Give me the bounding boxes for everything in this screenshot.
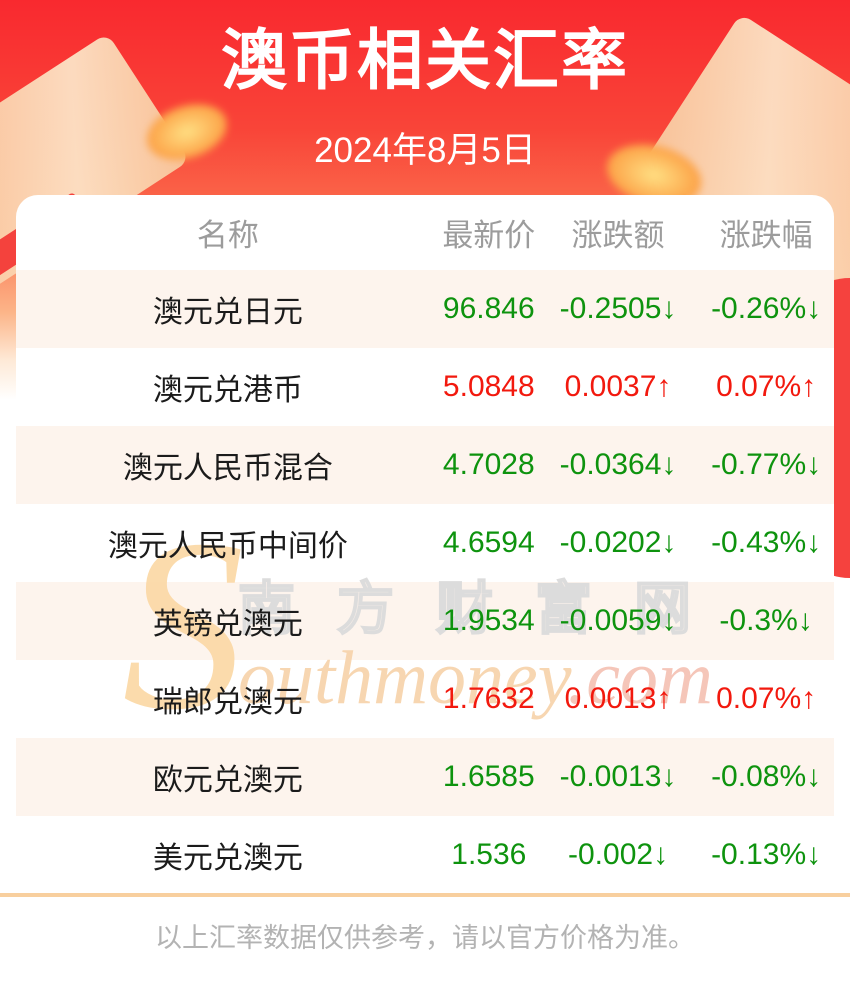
pair-name-cell: 美元兑澳元	[152, 842, 303, 875]
table-row: 瑞郎兑澳元 1.7632 0.0013↑ 0.07%↑	[16, 660, 834, 738]
table-row: 澳元人民币混合 4.7028 -0.0364↓ -0.77%↓	[16, 426, 834, 504]
change-pct-cell: -0.43%↓	[711, 526, 822, 559]
price-cell: 4.6594	[442, 526, 535, 559]
page-title: 澳币相关汇率	[221, 23, 629, 97]
table-header-row: 名称 最新价 涨跌额 涨跌幅	[16, 195, 834, 270]
change-cell: -0.0364↓	[559, 448, 677, 481]
change-cell: -0.2505↓	[559, 292, 677, 325]
change-pct-cell: -0.08%↓	[711, 760, 822, 793]
rates-card: S 南方财富网 outhmoney.com 名称 最新价 涨跌额 涨跌幅 澳元兑…	[16, 195, 834, 894]
row-stripes-background	[16, 270, 834, 894]
change-pct-cell: 0.07%↑	[716, 370, 817, 403]
exchange-rates-table: 名称 最新价 涨跌额 涨跌幅 澳元兑日元 96.846 -0.2505↓ -0.…	[16, 195, 834, 894]
price-cell: 1.9534	[442, 604, 535, 637]
pair-name-cell: 澳元人民币中间价	[107, 530, 348, 563]
pair-name-cell: 欧元兑澳元	[152, 764, 303, 797]
table-row: 澳元兑日元 96.846 -0.2505↓ -0.26%↓	[16, 270, 834, 348]
table-row: 英镑兑澳元 1.9534 -0.0059↓ -0.3%↓	[16, 582, 834, 660]
column-header-latest-price: 最新价	[442, 218, 536, 253]
price-cell: 5.0848	[442, 370, 535, 403]
change-pct-cell: -0.3%↓	[719, 604, 813, 637]
table-row: 欧元兑澳元 1.6585 -0.0013↓ -0.08%↓	[16, 738, 834, 816]
pair-name-cell: 瑞郎兑澳元	[152, 686, 303, 719]
table-row: 美元兑澳元 1.536 -0.002↓ -0.13%↓	[16, 816, 834, 894]
table-row: 澳元兑港币 5.0848 0.0037↑ 0.07%↑	[16, 348, 834, 426]
date-subtitle: 2024年8月5日	[314, 131, 536, 170]
change-pct-cell: -0.77%↓	[711, 448, 822, 481]
pair-name-cell: 澳元兑日元	[152, 296, 303, 329]
change-cell: -0.0059↓	[559, 604, 677, 637]
table-row: 澳元人民币中间价 4.6594 -0.0202↓ -0.43%↓	[16, 504, 834, 582]
change-cell: 0.0013↑	[564, 682, 672, 715]
price-cell: 96.846	[442, 292, 535, 325]
price-cell: 1.6585	[442, 760, 535, 793]
change-cell: -0.0013↓	[559, 760, 677, 793]
column-header-change-amount: 涨跌额	[571, 218, 665, 253]
price-cell: 1.7632	[442, 682, 535, 715]
column-header-change-percent: 涨跌幅	[719, 218, 813, 253]
footer-divider	[0, 893, 850, 897]
pair-name-cell: 澳元人民币混合	[122, 452, 333, 485]
change-cell: -0.0202↓	[559, 526, 677, 559]
change-pct-cell: 0.07%↑	[716, 682, 817, 715]
pair-name-cell: 英镑兑澳元	[152, 608, 303, 641]
change-pct-cell: -0.26%↓	[711, 292, 822, 325]
change-cell: 0.0037↑	[564, 370, 672, 403]
price-cell: 1.536	[451, 838, 527, 871]
change-cell: -0.002↓	[568, 838, 669, 871]
column-header-name: 名称	[196, 218, 259, 253]
change-pct-cell: -0.13%↓	[711, 838, 822, 871]
pair-name-cell: 澳元兑港币	[152, 374, 303, 407]
disclaimer-note: 以上汇率数据仅供参考，请以官方价格为准。	[155, 923, 695, 953]
price-cell: 4.7028	[442, 448, 535, 481]
